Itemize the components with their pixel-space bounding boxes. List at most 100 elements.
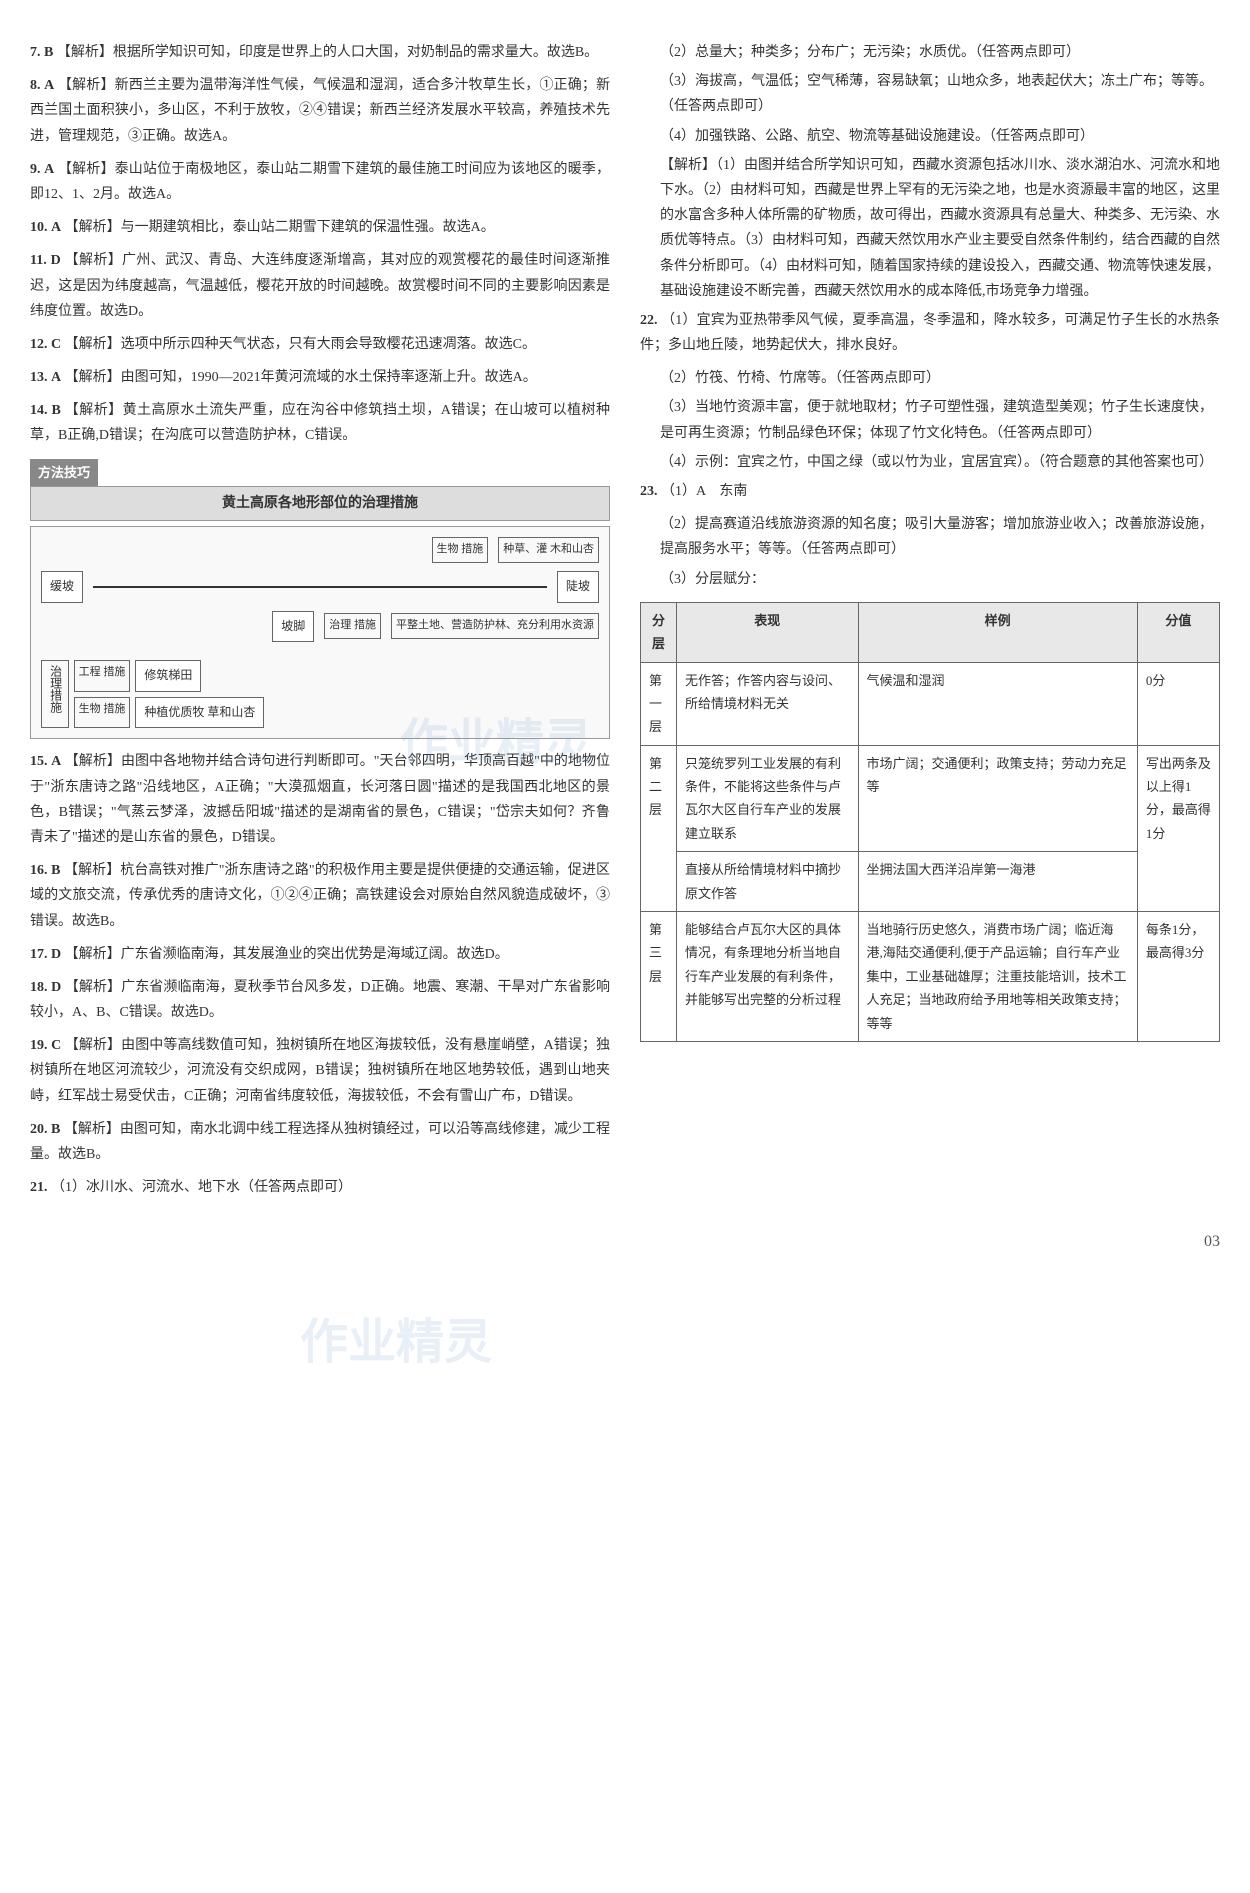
answer-letter: B: [51, 403, 60, 418]
answer-letter: B: [51, 1122, 60, 1137]
diagram-steep-slope: 陡坡: [557, 571, 599, 603]
answer-item-21: 21. （1）冰川水、河流水、地下水（任答两点即可）: [30, 1175, 610, 1200]
item-number: 22.: [640, 313, 658, 328]
item22-part1: （1）宜宾为亚热带季风气候，夏季高温，冬季温和，降水较多，可满足竹子生长的水热条…: [640, 313, 1220, 353]
answer-item-22: 22. （1）宜宾为亚热带季风气候，夏季高温，冬季温和，降水较多，可满足竹子生长…: [640, 308, 1220, 358]
main-container: 7. B 【解析】根据所学知识可知，印度是世界上的人口大国，对奶制品的需求量大。…: [30, 40, 1220, 1208]
analysis-text: 【解析】泰山站位于南极地区，泰山站二期雪下建筑的最佳施工时间应为该地区的暖季，即…: [30, 162, 610, 202]
rubric-header-layer: 分层: [641, 602, 677, 662]
diagram-right-text: 平整土地、营造防护林、充分利用水资源: [391, 613, 599, 639]
answer-letter: B: [44, 45, 53, 60]
answer-letter: C: [51, 337, 61, 352]
page-number: 03: [30, 1228, 1220, 1257]
right-column: （2）总量大；种类多；分布广；无污染；水质优。（任答两点即可） （3）海拔高，气…: [640, 40, 1220, 1208]
item21-part2: （2）总量大；种类多；分布广；无污染；水质优。（任答两点即可）: [660, 40, 1220, 65]
answer-letter: D: [51, 253, 61, 268]
analysis-text: 【解析】广州、武汉、青岛、大连纬度逐渐增高，其对应的观赏樱花的最佳时间逐渐推迟，…: [30, 253, 610, 318]
rubric-table: 分层 表现 样例 分值 第一层 无作答；作答内容与设问、所给情境材料无关 气候温…: [640, 602, 1220, 1042]
item-number: 18.: [30, 980, 48, 995]
answer-item-20: 20. B 【解析】由图可知，南水北调中线工程选择从独树镇经过，可以沿等高线修建…: [30, 1117, 610, 1167]
method-title: 方法技巧: [30, 459, 98, 486]
item-number: 11.: [30, 253, 47, 268]
rubric-cell: 坐拥法国大西洋沿岸第一海港: [858, 852, 1137, 912]
rubric-cell: 第一层: [641, 662, 677, 745]
analysis-text: 【解析】广东省濒临南海，夏秋季节台风多发，D正确。地震、寒潮、干旱对广东省影响较…: [30, 980, 610, 1020]
analysis-text: 【解析】杭台高铁对推广"浙东唐诗之路"的积极作用主要是提供便捷的交通运输，促进区…: [30, 863, 610, 928]
item-number: 10.: [30, 220, 48, 235]
answer-item-7: 7. B 【解析】根据所学知识可知，印度是世界上的人口大国，对奶制品的需求量大。…: [30, 40, 610, 65]
answer-item-13: 13. A 【解析】由图可知，1990—2021年黄河流域的水土保持率逐渐上升。…: [30, 365, 610, 390]
item23-part3: （3）分层赋分：: [660, 567, 1220, 592]
item-number: 20.: [30, 1122, 48, 1137]
rubric-row-2a: 第二层 只笼统罗列工业发展的有利条件，不能将这些条件与卢瓦尔大区自行车产业的发展…: [641, 745, 1220, 852]
answer-item-23: 23. （1）A 东南: [640, 479, 1220, 504]
answer-item-10: 10. A 【解析】与一期建筑相比，泰山站二期雪下建筑的保温性强。故选A。: [30, 215, 610, 240]
rubric-cell: 只笼统罗列工业发展的有利条件，不能将这些条件与卢瓦尔大区自行车产业的发展建立联系: [677, 745, 858, 852]
rubric-row-3: 第三层 能够结合卢瓦尔大区的具体情况，有条理地分析当地自行车产业发展的有利条件，…: [641, 912, 1220, 1042]
diagram-terrace: 修筑梯田: [135, 660, 201, 692]
item21-part3: （3）海拔高，气温低；空气稀薄，容易缺氧；山地众多，地表起伏大；冻土广布；等等。…: [660, 69, 1220, 119]
rubric-cell: 0分: [1137, 662, 1219, 745]
item21-analysis: 【解析】（1）由图并结合所学知识可知，西藏水资源包括冰川水、淡水湖泊水、河流水和…: [660, 153, 1220, 304]
diagram-bio-measures: 生物 措施: [432, 537, 489, 563]
answer-letter: A: [51, 370, 61, 385]
method-subtitle: 黄土高原各地形部位的治理措施: [30, 486, 610, 521]
answer-letter: D: [51, 980, 61, 995]
rubric-cell: 直接从所给情境材料中摘抄原文作答: [677, 852, 858, 912]
analysis-text: 【解析】选项中所示四种天气状态，只有大雨会导致樱花迅速凋落。故选C。: [65, 337, 536, 352]
analysis-text: 【解析】由图可知，1990—2021年黄河流域的水土保持率逐渐上升。故选A。: [65, 370, 537, 385]
answer-letter: A: [51, 754, 61, 769]
rubric-cell: 写出两条及以上得1分，最高得1分: [1137, 745, 1219, 911]
rubric-cell: 每条1分，最高得3分: [1137, 912, 1219, 1042]
analysis-text: 【解析】由图中等高线数值可知，独树镇所在地区海拔较低，没有悬崖峭壁，A错误；独树…: [30, 1038, 610, 1103]
analysis-text: 【解析】新西兰主要为温带海洋性气候，气候温和湿润，适合多汁牧草生长，①正确；新西…: [30, 78, 610, 143]
item-number: 14.: [30, 403, 48, 418]
answer-item-11: 11. D 【解析】广州、武汉、青岛、大连纬度逐渐增高，其对应的观赏樱花的最佳时…: [30, 248, 610, 324]
analysis-text: （1）冰川水、河流水、地下水（任答两点即可）: [51, 1180, 352, 1195]
item-number: 8.: [30, 78, 41, 93]
item22-part2: （2）竹筏、竹椅、竹席等。（任答两点即可）: [660, 366, 1220, 391]
diagram-bio2: 生物 措施: [74, 697, 131, 729]
item22-part4: （4）示例：宜宾之竹，中国之绿（或以竹为业，宜居宜宾）。（符合题意的其他答案也可…: [660, 450, 1220, 475]
item23-part2: （2）提高赛道沿线旅游资源的知名度；吸引大量游客；增加旅游业收入；改善旅游设施，…: [660, 512, 1220, 562]
item-number: 12.: [30, 337, 48, 352]
diagram-engineering: 工程 措施: [74, 660, 131, 692]
diagram-gentle-slope: 缓坡: [41, 571, 83, 603]
rubric-cell: 第三层: [641, 912, 677, 1042]
analysis-text: 【解析】广东省濒临南海，其发展渔业的突出优势是海域辽阔。故选D。: [65, 947, 509, 962]
answer-item-15: 15. A 【解析】由图中各地物并结合诗句进行判断即可。"天台邻四明，华顶高百越…: [30, 749, 610, 850]
analysis-text: 【解析】由图可知，南水北调中线工程选择从独树镇经过，可以沿等高线修建，减少工程量…: [30, 1122, 610, 1162]
diagram-side-label: 治理措施: [41, 660, 69, 728]
item-number: 17.: [30, 947, 48, 962]
answer-letter: B: [51, 863, 60, 878]
item-number: 9.: [30, 162, 41, 177]
rubric-header-performance: 表现: [677, 602, 858, 662]
answer-item-19: 19. C 【解析】由图中等高线数值可知，独树镇所在地区海拔较低，没有悬崖峭壁，…: [30, 1033, 610, 1109]
answer-item-16: 16. B 【解析】杭台高铁对推广"浙东唐诗之路"的积极作用主要是提供便捷的交通…: [30, 858, 610, 934]
diagram-gov-measures: 治理 措施: [324, 613, 381, 639]
rubric-cell: 气候温和湿润: [858, 662, 1137, 745]
item-number: 7.: [30, 45, 41, 60]
item-number: 19.: [30, 1038, 48, 1053]
answer-letter: D: [51, 947, 61, 962]
item-number: 15.: [30, 754, 48, 769]
item-number: 16.: [30, 863, 48, 878]
answer-letter: C: [51, 1038, 61, 1053]
analysis-text: 【解析】根据所学知识可知，印度是世界上的人口大国，对奶制品的需求量大。故选B。: [57, 45, 598, 60]
rubric-row-1: 第一层 无作答；作答内容与设问、所给情境材料无关 气候温和湿润 0分: [641, 662, 1220, 745]
rubric-cell: 无作答；作答内容与设问、所给情境材料无关: [677, 662, 858, 745]
rubric-cell: 第二层: [641, 745, 677, 911]
answer-item-8: 8. A 【解析】新西兰主要为温带海洋性气候，气候温和湿润，适合多汁牧草生长，①…: [30, 73, 610, 149]
item22-part3: （3）当地竹资源丰富，便于就地取材；竹子可塑性强，建筑造型美观；竹子生长速度快，…: [660, 395, 1220, 445]
analysis-text: 【解析】由图中各地物并结合诗句进行判断即可。"天台邻四明，华顶高百越"中的地物位…: [30, 754, 610, 845]
answer-item-14: 14. B 【解析】黄土高原水土流失严重，应在沟谷中修筑挡土坝，A错误；在山坡可…: [30, 398, 610, 448]
left-column: 7. B 【解析】根据所学知识可知，印度是世界上的人口大国，对奶制品的需求量大。…: [30, 40, 610, 1208]
answer-item-17: 17. D 【解析】广东省濒临南海，其发展渔业的突出优势是海域辽阔。故选D。: [30, 942, 610, 967]
rubric-cell: 市场广阔；交通便利；政策支持；劳动力充足等: [858, 745, 1137, 852]
method-box: 方法技巧 黄土高原各地形部位的治理措施 生物 措施 种草、灌 木和山杏 缓坡 陡…: [30, 459, 610, 740]
answer-item-18: 18. D 【解析】广东省濒临南海，夏秋季节台风多发，D正确。地震、寒潮、干旱对…: [30, 975, 610, 1025]
answer-letter: A: [51, 220, 61, 235]
answer-letter: A: [44, 162, 54, 177]
answer-letter: A: [44, 78, 54, 93]
answer-item-9: 9. A 【解析】泰山站位于南极地区，泰山站二期雪下建筑的最佳施工时间应为该地区…: [30, 157, 610, 207]
